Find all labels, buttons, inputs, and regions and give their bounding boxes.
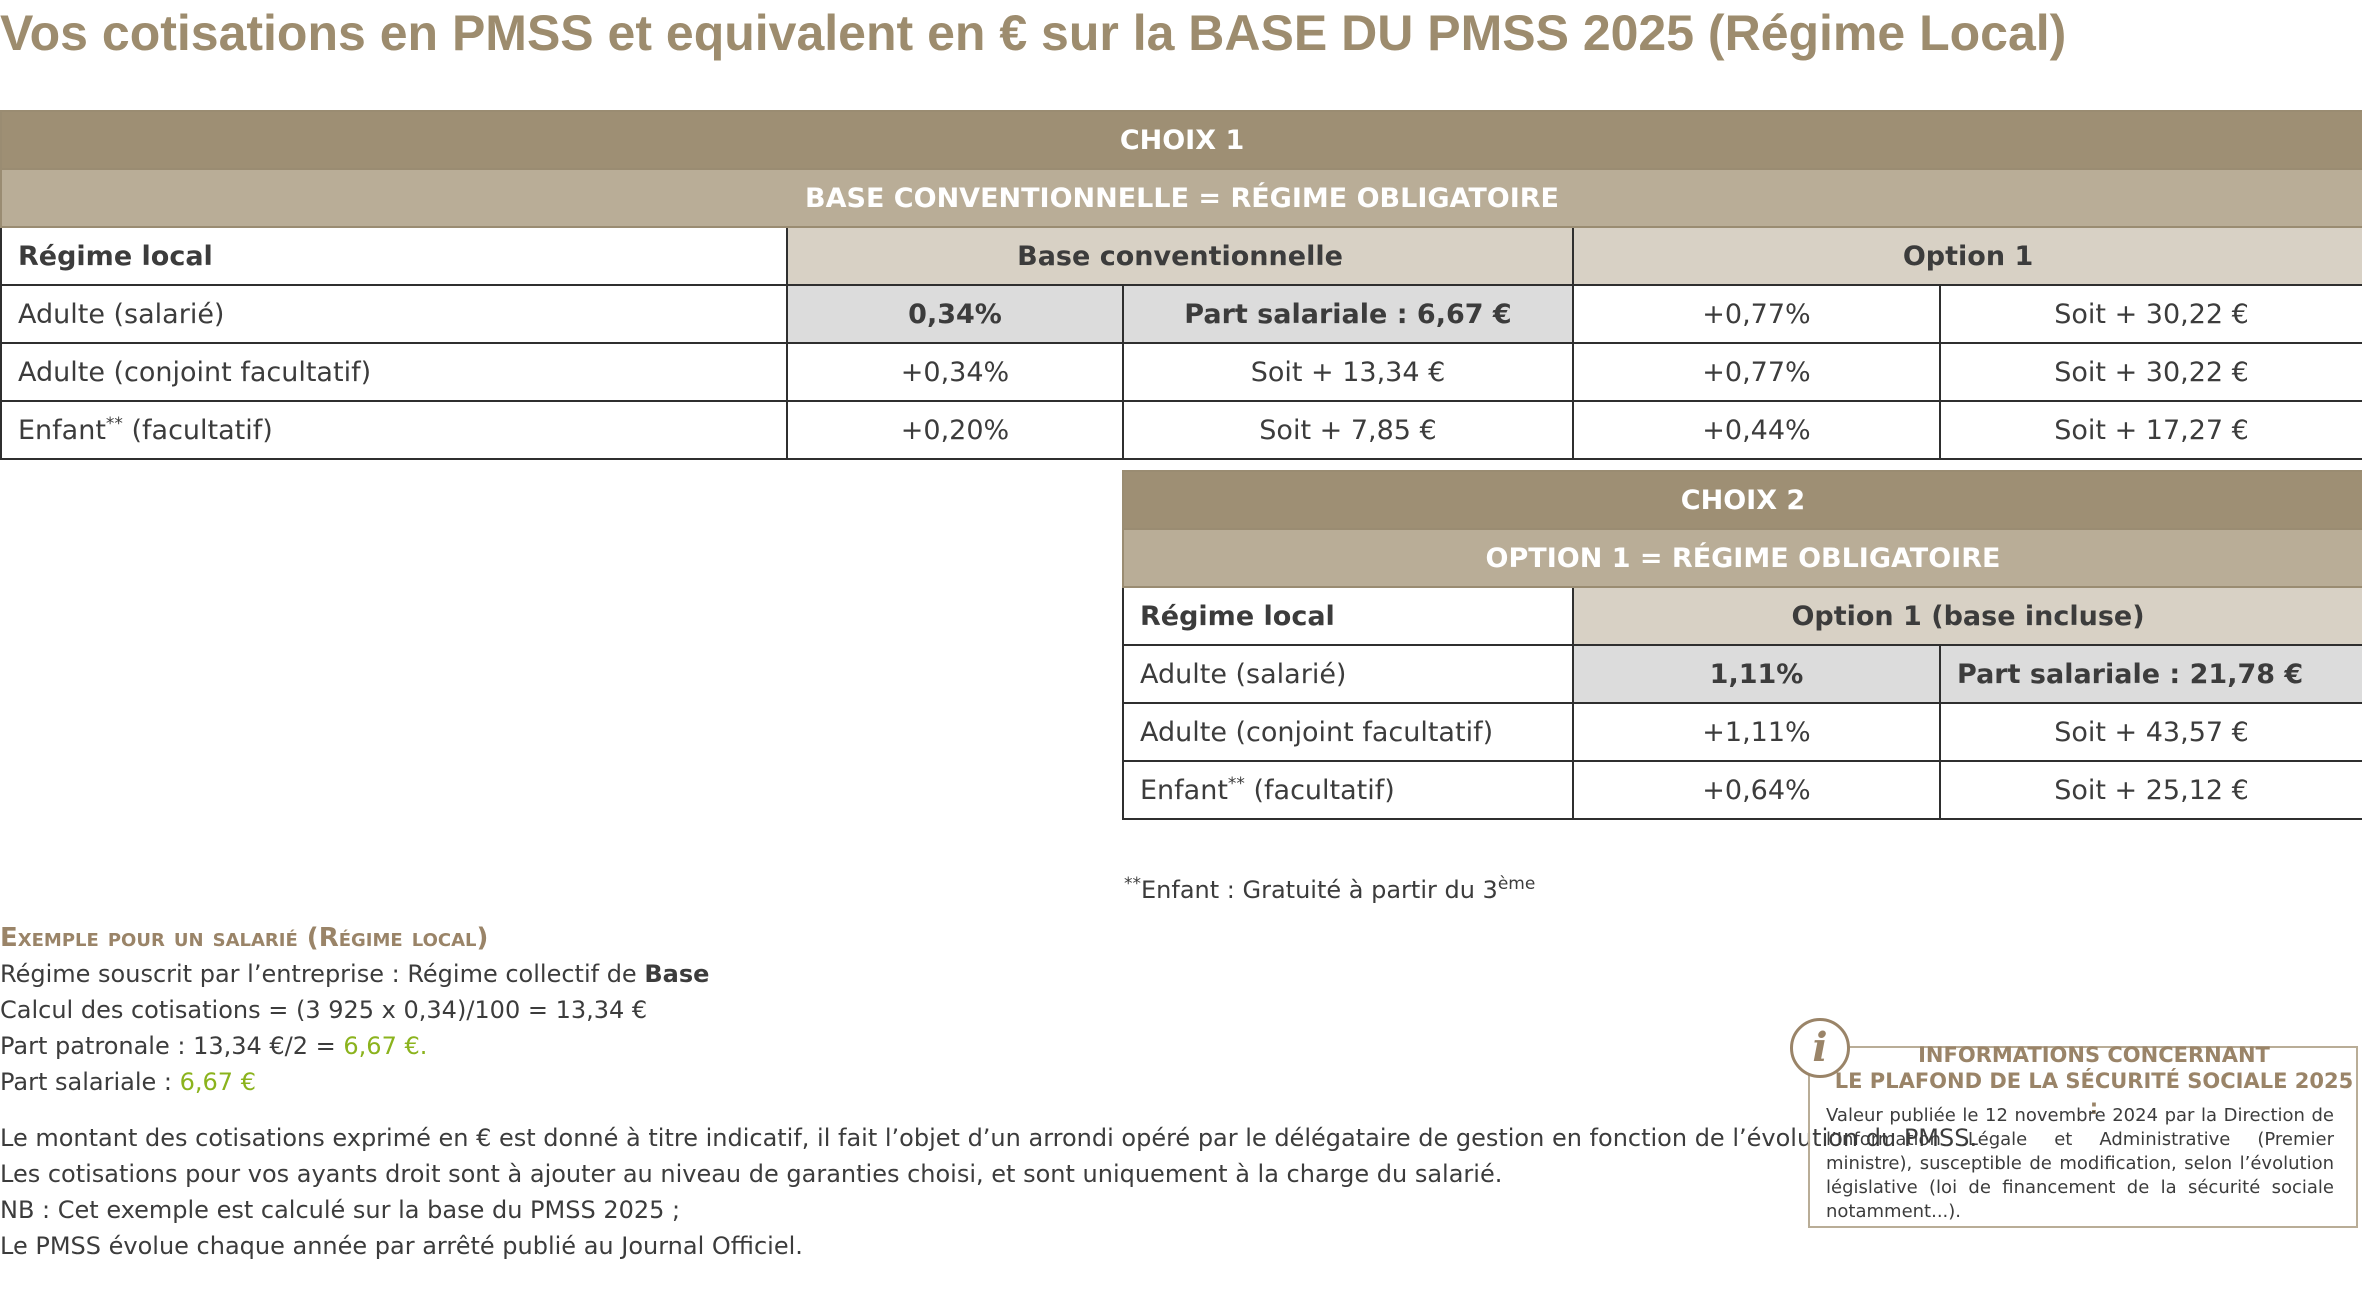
base-eur-cell: Part salariale : 6,67 € <box>1122 284 1574 344</box>
example-line-regime: Régime souscrit par l’entreprise : Régim… <box>0 956 1750 992</box>
base-pct-cell: 0,34% <box>786 284 1124 344</box>
note-4: Le PMSS évolue chaque année par arrêté p… <box>0 1232 803 1260</box>
choice2-heading: CHOIX 2 <box>1121 470 2362 530</box>
example-line-salariale: Part salariale : 6,67 € <box>0 1064 1750 1100</box>
choice1-header-row: Régime local Base conventionnelle Option… <box>0 226 2362 286</box>
base-pct-cell: +0,20% <box>786 400 1124 460</box>
info-box-border <box>1808 1046 2358 1228</box>
option-eur-cell: Soit + 30,22 € <box>1938 342 2362 402</box>
row-label-text: Adulte (salarié) <box>18 298 225 330</box>
footnote-marker: ** <box>105 413 123 434</box>
example-line-regime-bold: Base <box>644 960 710 988</box>
example-line-calc: Calcul des cotisations = (3 925 x 0,34)/… <box>0 996 648 1024</box>
example-line-salariale-value: 6,67 € <box>179 1068 256 1096</box>
row-label: Adulte (salarié) <box>1122 644 1574 704</box>
row-label-suffix: (facultatif) <box>122 414 273 446</box>
example-line-patronale-text: Part patronale : 13,34 €/2 = <box>0 1032 344 1060</box>
info-title: INFORMATIONS CONCERNANT LE PLAFOND DE LA … <box>1830 1042 2358 1120</box>
table-row: Adulte (salarié) 1,11% Part salariale : … <box>1122 644 2362 704</box>
note-1: Le montant des cotisations exprimé en € … <box>0 1124 1978 1152</box>
option-eur-cell: Part salariale : 21,78 € <box>1938 644 2362 704</box>
row-label: Adulte (conjoint facultatif) <box>1122 702 1574 762</box>
option-eur-cell: Soit + 43,57 € <box>1938 702 2362 762</box>
example-section: Exemple pour un salarié (Régime local) R… <box>0 920 1978 1264</box>
choice2-col-label: Régime local <box>1122 586 1574 646</box>
example-line-salariale-text: Part salariale : <box>0 1068 180 1096</box>
info-title-line1: INFORMATIONS CONCERNANT <box>1918 1043 2270 1067</box>
option-pct-cell: +0,77% <box>1572 284 1941 344</box>
option-pct-cell: +0,64% <box>1572 760 1941 820</box>
row-label-text: Enfant <box>1140 774 1228 806</box>
option-eur-cell: Soit + 17,27 € <box>1938 400 2362 460</box>
row-label-text: Enfant <box>18 414 106 446</box>
choice1-col-label: Régime local <box>0 226 788 286</box>
row-label: Enfant** (facultatif) <box>0 400 788 460</box>
table-row: Enfant** (facultatif) +0,64% Soit + 25,1… <box>1122 760 2362 820</box>
row-label: Adulte (conjoint facultatif) <box>0 342 788 402</box>
example-line-regime-text: Régime souscrit par l’entreprise : Régim… <box>0 960 645 988</box>
row-label: Enfant** (facultatif) <box>1122 760 1574 820</box>
info-text: Valeur publiée le 12 novembre 2024 par l… <box>1826 1105 2334 1222</box>
option-eur-cell: Soit + 30,22 € <box>1938 284 2362 344</box>
footnote-text: Enfant : Gratuité à partir du 3 <box>1141 876 1498 904</box>
choice1-heading: CHOIX 1 <box>0 110 2362 170</box>
option-pct-cell: +0,44% <box>1572 400 1941 460</box>
example-title: Exemple pour un salarié (Régime local) <box>0 923 489 953</box>
row-label: Adulte (salarié) <box>0 284 788 344</box>
row-label-text: Adulte (conjoint facultatif) <box>1140 716 1494 748</box>
example-line-patronale-value: 6,67 €. <box>343 1032 428 1060</box>
row-label-text: Adulte (conjoint facultatif) <box>18 356 372 388</box>
option-eur-cell: Soit + 25,12 € <box>1938 760 2362 820</box>
page-title: Vos cotisations en PMSS et equivalent en… <box>0 5 2067 61</box>
base-eur-cell: Soit + 7,85 € <box>1122 400 1574 460</box>
table-row: Adulte (salarié) 0,34% Part salariale : … <box>0 284 2362 344</box>
choice2-subheading: OPTION 1 = RÉGIME OBLIGATOIRE <box>1121 528 2362 588</box>
footnote-prefix: ** <box>1124 874 1141 894</box>
note-2: Les cotisations pour vos ayants droit so… <box>0 1160 1503 1188</box>
base-eur-cell: Soit + 13,34 € <box>1122 342 1574 402</box>
note-3: NB : Cet exemple est calculé sur la base… <box>0 1196 681 1224</box>
choice2-col-option: Option 1 (base incluse) <box>1571 586 2362 646</box>
option-pct-cell: +0,77% <box>1572 342 1941 402</box>
row-label-text: Adulte (salarié) <box>1140 658 1347 690</box>
choice1-col-base: Base conventionnelle <box>786 226 1574 286</box>
choice1-table: CHOIX 1 BASE CONVENTIONNELLE = RÉGIME OB… <box>0 110 2362 460</box>
choice2-table: CHOIX 2 OPTION 1 = RÉGIME OBLIGATOIRE Ré… <box>1121 470 2362 820</box>
table-row: Enfant** (facultatif) +0,20% Soit + 7,85… <box>0 400 2362 460</box>
example-line-patronale: Part patronale : 13,34 €/2 = 6,67 €. <box>0 1028 1750 1064</box>
footnote-sup: ème <box>1497 874 1536 894</box>
row-label-suffix: (facultatif) <box>1244 774 1395 806</box>
table-row: Adulte (conjoint facultatif) +1,11% Soit… <box>1122 702 2362 762</box>
option-pct-cell: 1,11% <box>1572 644 1941 704</box>
pmss-info-box: i INFORMATIONS CONCERNANT LE PLAFOND DE L… <box>1790 1018 2358 1228</box>
table-row: Adulte (conjoint facultatif) +0,34% Soit… <box>0 342 2362 402</box>
choice2-header-row: Régime local Option 1 (base incluse) <box>1122 586 2362 646</box>
choice1-col-option: Option 1 <box>1571 226 2362 286</box>
info-icon: i <box>1790 1018 1850 1078</box>
base-pct-cell: +0,34% <box>786 342 1124 402</box>
child-footnote: **Enfant : Gratuité à partir du 3ème <box>1124 874 1536 905</box>
choice1-subheading: BASE CONVENTIONNELLE = RÉGIME OBLIGATOIR… <box>0 168 2362 228</box>
option-pct-cell: +1,11% <box>1572 702 1941 762</box>
info-title-line2: LE PLAFOND DE LA SÉCURITÉ SOCIALE 2025 : <box>1834 1069 2354 1119</box>
footnote-marker: ** <box>1227 773 1245 794</box>
